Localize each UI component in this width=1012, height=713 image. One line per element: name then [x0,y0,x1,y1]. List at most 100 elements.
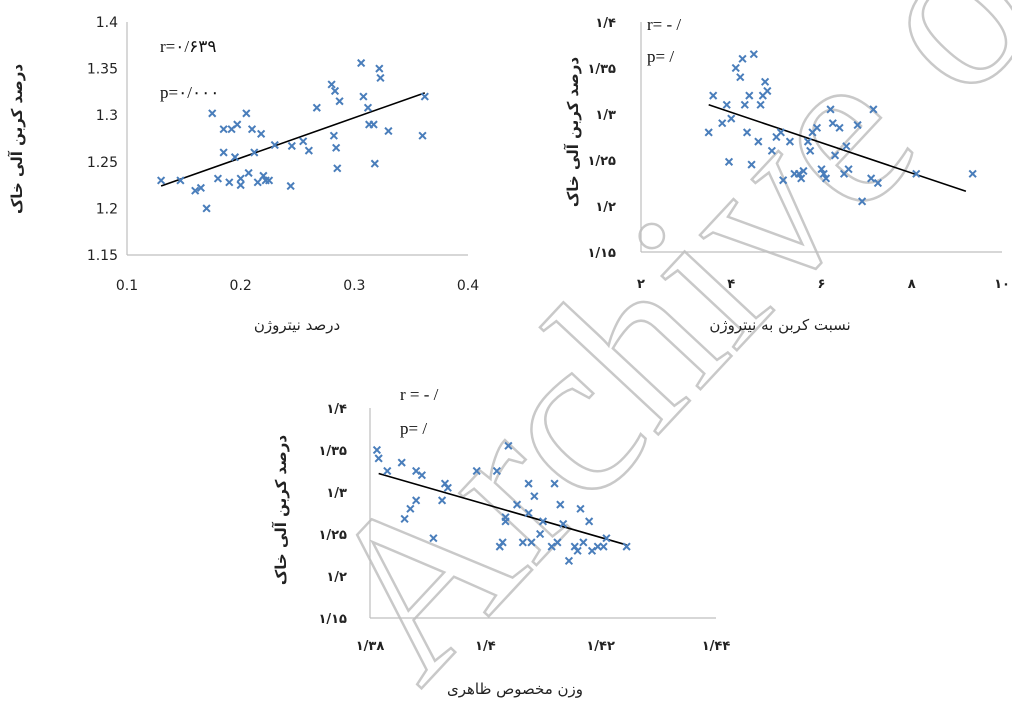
data-point [835,123,844,132]
data-point [312,103,321,112]
data-point [587,546,597,555]
data-point [968,169,977,178]
data-point [718,119,727,128]
data-point [406,504,415,513]
x-tick-label: ۸ [908,277,916,292]
trend-line [378,472,627,546]
x-tick-label: ۱۰ [994,277,1010,292]
data-point [763,86,772,96]
data-point [264,176,274,185]
y-tick-label: ۱/۴ [326,402,347,417]
stat-annotation: r= - / [647,15,681,34]
data-point [236,180,245,190]
data-point [869,105,878,114]
data-point [842,142,851,151]
x-axis-label: نسبت کربن به نیتروژن [709,316,850,334]
data-point [357,58,366,68]
y-tick-label: 1.2 [96,201,118,217]
trend-line [708,104,967,193]
data-point [767,146,776,155]
y-tick-label: 1.25 [87,155,118,171]
data-point [257,129,266,138]
y-tick-label: ۱/۲ [595,200,616,215]
data-point [749,50,758,59]
data-point [527,538,536,547]
data-point [867,174,876,183]
data-point [429,534,438,543]
data-point [806,146,815,155]
chart-panel-1: 1.15 1.2 1.25 1.3 1.35 1.4 0.1 0.2 0.3 0.4 درصد کر… [8,15,479,334]
data-point [559,519,568,529]
data-point [156,176,166,185]
stat-annotation: r = - / [400,385,439,404]
x-axis-label: درصد نیتروژن [254,316,340,334]
data-point [219,125,228,134]
data-point [803,137,813,146]
data-point [724,157,734,166]
x-tick-label: 0.4 [457,278,479,294]
y-tick-label: ۱/۴ [595,16,616,31]
data-point [817,165,826,174]
data-point [498,538,507,547]
data-point [912,169,921,178]
data-point [472,466,481,476]
stat-annotation: r=۰/۶۳۹ [160,37,217,56]
x-tick-label: ۱/۴ [475,639,496,654]
data-point [622,542,631,551]
data-point [826,105,835,114]
y-tick-label: ۱/۱۵ [318,612,347,627]
data-point [418,131,427,140]
data-point [400,514,409,523]
y-tick-label: 1.3 [96,108,118,124]
data-point [779,176,788,185]
data-point [304,146,313,155]
data-point [286,181,295,191]
x-tick-label: 0.2 [230,278,252,294]
data-point [492,466,501,476]
data-point [599,542,608,551]
data-point [742,128,752,137]
y-axis-label: درصد کربن آلی خاک [564,57,582,207]
data-point [374,454,383,463]
charts-layer: 1.15 1.2 1.25 1.3 1.35 1.4 0.1 0.2 0.3 0.4 درصد کر… [8,15,1010,698]
data-point [191,186,200,195]
data-point [858,197,867,206]
data-point [579,538,588,547]
data-point [844,165,853,174]
data-point [794,169,804,178]
data-point [797,174,806,183]
x-tick-label: ۱/۴۴ [702,639,731,654]
data-point [530,492,539,501]
data-point [397,458,406,467]
data-point [722,100,731,109]
data-point [573,546,582,555]
data-point [287,141,296,151]
data-point [754,137,763,146]
data-point [412,496,421,505]
stat-annotation: p= / [400,419,427,438]
data-point [819,169,828,178]
data-point [225,178,234,187]
data-point [745,91,754,100]
data-point [270,140,279,150]
data-point [329,131,338,140]
data-point [233,120,242,129]
data-point [538,517,548,526]
data-point [550,479,559,488]
stat-annotation: p=۰/۰۰۰ [160,83,219,102]
data-point [760,77,770,86]
data-point [821,174,831,183]
data-point [576,504,585,513]
chart-panel-3: ۱/۱۵ ۱/۲ ۱/۲۵ ۱/۳ ۱/۳۵ ۱/۴ ۱/۳۸ ۱/۴ ۱/۴۲ ۱/۴۴ درصد… [272,385,730,698]
data-point [176,176,185,185]
data-point [731,63,740,73]
data-point [853,120,862,130]
y-tick-label: ۱/۳۵ [318,444,347,459]
data-point [219,148,228,157]
data-point [740,100,749,109]
data-point [417,471,427,480]
data-point [335,97,344,106]
x-tick-label: ۱/۴۲ [586,639,615,654]
data-point [202,204,211,213]
data-point [370,159,379,168]
